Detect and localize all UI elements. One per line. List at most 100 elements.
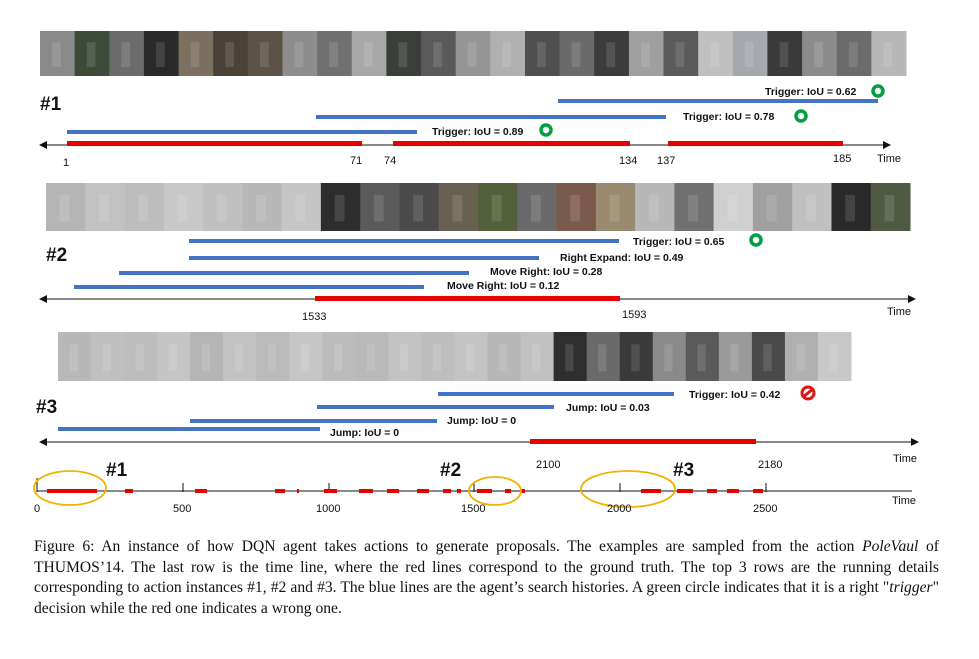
video-frame (247, 31, 283, 76)
video-frame-highlight (334, 195, 345, 222)
video-frame-highlight (267, 344, 277, 372)
global-timeline: #1 #2 #3 0 500 1000 1500 2000 2500 Time (33, 460, 916, 515)
video-frame (454, 332, 488, 381)
video-frame-highlight (466, 344, 475, 372)
video-frame-highlight (177, 195, 188, 222)
video-frame (124, 332, 158, 381)
search-annotation: Jump: IoU = 0 (447, 415, 516, 427)
video-frame (718, 332, 753, 381)
video-frame (143, 31, 179, 76)
video-frame-highlight (598, 344, 607, 372)
search-annotation: Move Right: IoU = 0.12 (447, 280, 559, 292)
video-frame-highlight (300, 344, 310, 372)
time-label: Time (887, 306, 911, 318)
video-frame (223, 332, 257, 381)
search-line (316, 115, 666, 119)
video-frame (317, 31, 353, 76)
timeline-marker-2: #2 (440, 460, 461, 481)
tick-label: 71 (350, 155, 362, 167)
search-line (190, 419, 437, 423)
video-frame-highlight (138, 195, 149, 222)
row-2: #2 Trigger: IoU = 0.65 Right Expand: IoU… (39, 183, 916, 323)
video-frame (698, 31, 734, 76)
video-frame (836, 31, 872, 76)
video-frame-highlight (814, 42, 823, 67)
video-frame (556, 183, 597, 231)
video-frame (242, 183, 283, 231)
video-frame-highlight (294, 42, 304, 67)
video-frame (109, 31, 145, 76)
timeline-ground-truth-segment (387, 489, 399, 493)
timeline-ground-truth (47, 489, 763, 493)
video-frame (157, 332, 191, 381)
search-annotation: Jump: IoU = 0.03 (566, 402, 650, 414)
video-frame (553, 332, 588, 381)
tick-label: 1533 (302, 311, 326, 323)
video-frame-highlight (805, 195, 816, 222)
search-annotation: Trigger: IoU = 0.78 (683, 111, 774, 123)
ground-truth-segment (393, 141, 630, 146)
video-frame-highlight (641, 42, 650, 67)
video-frame (732, 31, 768, 76)
video-frame (320, 183, 361, 231)
video-frame (478, 183, 518, 231)
video-frame-highlight (400, 344, 409, 372)
video-frame (360, 183, 400, 231)
timeline-marker-3: #3 (673, 460, 694, 481)
video-frame (178, 31, 214, 76)
time-label: Time (877, 153, 901, 165)
video-frame-highlight (763, 344, 772, 372)
timeline-ticks (182, 483, 767, 492)
video-frame (628, 31, 664, 76)
highlight-ellipse-3 (580, 470, 676, 508)
video-frame-highlight (766, 195, 777, 222)
video-frame (752, 183, 793, 231)
video-frame (438, 183, 479, 231)
tick-label: 137 (657, 155, 675, 167)
tick-label: 1 (63, 157, 69, 169)
caption-tail: " decision while the red one indicates a… (34, 579, 939, 617)
video-frame (685, 332, 720, 381)
caption-mid: of THUMOS’14. The last row is the time l… (34, 538, 940, 596)
highlight-ellipse-1 (33, 470, 107, 506)
video-frame (386, 31, 422, 76)
video-frame-highlight (467, 42, 477, 67)
video-frame (91, 332, 125, 381)
row-3: #3 Trigger: IoU = 0.42 Jump: IoU = 0.03 … (36, 332, 919, 471)
correct-trigger-icon (539, 123, 553, 137)
video-frame-highlight (571, 42, 581, 67)
timeline-ground-truth-segment (359, 489, 373, 493)
video-frame-highlight (537, 42, 546, 67)
video-frame-highlight (664, 344, 673, 372)
search-annotation: Trigger: IoU = 0.89 (432, 126, 523, 138)
search-annotation: Move Right: IoU = 0.28 (490, 266, 602, 278)
timeline-ground-truth-segment (753, 489, 763, 493)
video-frame (281, 183, 322, 231)
tick-label: 185 (833, 153, 851, 165)
timeline-tick-label: 1000 (316, 503, 340, 515)
video-frame-highlight (796, 344, 805, 372)
video-frame (674, 183, 715, 231)
video-frame-highlight (565, 344, 574, 372)
video-frame (792, 183, 832, 231)
highlight-ellipse-2 (468, 476, 522, 506)
timeline-ground-truth-segment (125, 489, 133, 493)
video-frame-highlight (675, 42, 685, 67)
video-frame-highlight (848, 42, 858, 67)
video-frame (619, 332, 654, 381)
video-frame-highlight (452, 195, 463, 222)
correct-trigger-icon (871, 84, 885, 98)
timeline-ground-truth-segment (47, 489, 97, 493)
video-frame-highlight (413, 195, 423, 222)
search-line (189, 256, 539, 260)
video-frame-highlight (532, 344, 541, 372)
video-frame (455, 31, 491, 76)
video-frame (652, 332, 687, 381)
video-frame-highlight (59, 195, 70, 222)
timeline-ground-truth-segment (443, 489, 451, 493)
search-annotation: Right Expand: IoU = 0.49 (560, 252, 684, 264)
video-frame-highlight (99, 195, 109, 222)
tick-label: 2180 (758, 459, 782, 471)
video-frame-highlight (531, 195, 541, 222)
video-frame-highlight (606, 42, 616, 67)
